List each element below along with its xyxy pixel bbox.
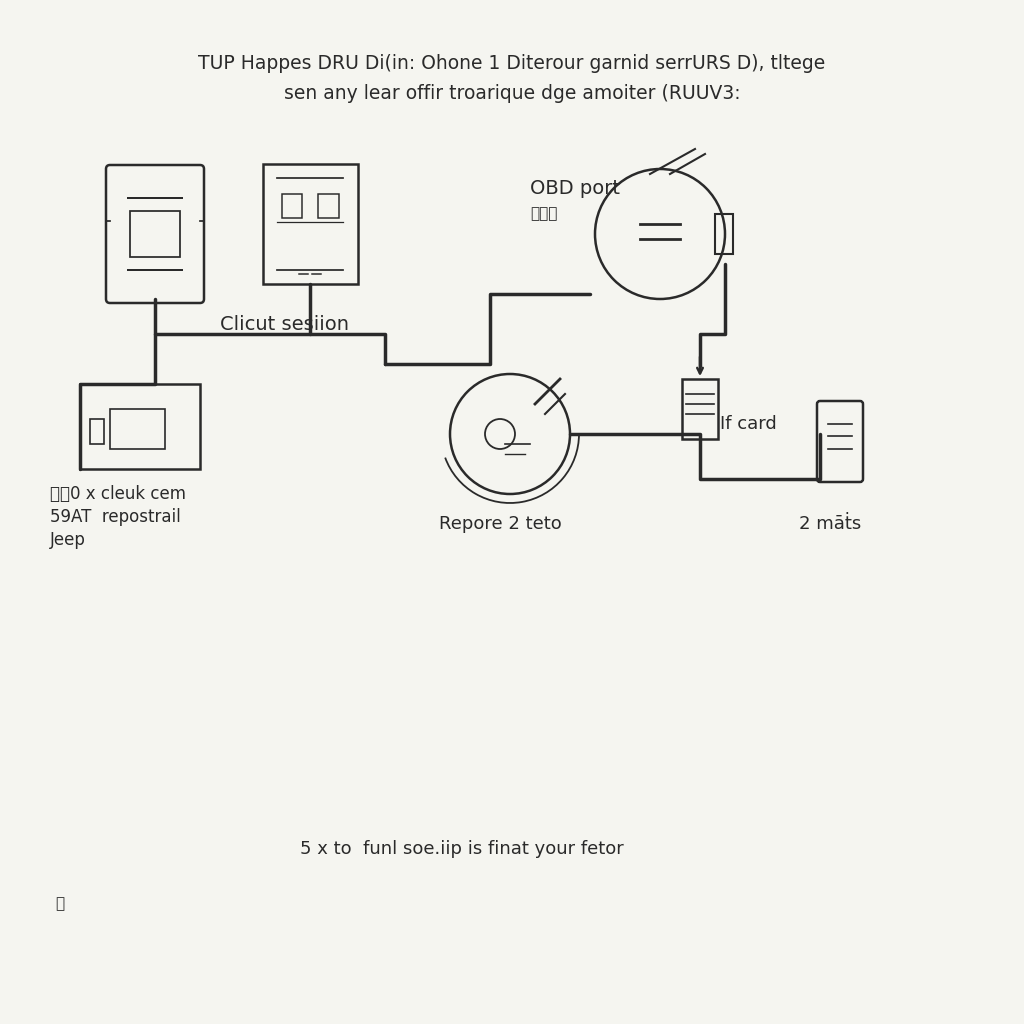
Text: イツ。: イツ。 xyxy=(530,207,557,221)
Bar xyxy=(317,194,339,218)
Text: 5 x to  funl soe.iip is finat your fetor: 5 x to funl soe.iip is finat your fetor xyxy=(300,840,624,858)
Bar xyxy=(110,409,165,449)
Text: sen any lear offir troarique dge amoiter (RUUV3:: sen any lear offir troarique dge amoiter… xyxy=(284,84,740,103)
Bar xyxy=(682,379,718,439)
Bar xyxy=(80,384,200,469)
Text: OBD port: OBD port xyxy=(530,179,620,199)
Bar xyxy=(262,164,357,284)
Text: 2 māṫs: 2 māṫs xyxy=(799,515,861,534)
Text: 愕: 愕 xyxy=(55,896,65,911)
Text: Clicut sesiion: Clicut sesiion xyxy=(220,314,349,334)
Bar xyxy=(90,419,104,444)
Bar xyxy=(715,214,733,254)
Text: 特้0 x cleuk cem: 特้0 x cleuk cem xyxy=(50,485,186,503)
Text: Repore 2 teto: Repore 2 teto xyxy=(438,515,561,534)
Text: Jeep: Jeep xyxy=(50,531,86,549)
Text: 59AT  repostrail: 59AT repostrail xyxy=(50,508,181,526)
Bar xyxy=(282,194,302,218)
Bar xyxy=(130,211,180,257)
Text: TUP Happes DRU Di(in: Ohone 1 Diterour garnid serrURS D), tltege: TUP Happes DRU Di(in: Ohone 1 Diterour g… xyxy=(199,54,825,73)
Text: If card: If card xyxy=(720,415,777,433)
